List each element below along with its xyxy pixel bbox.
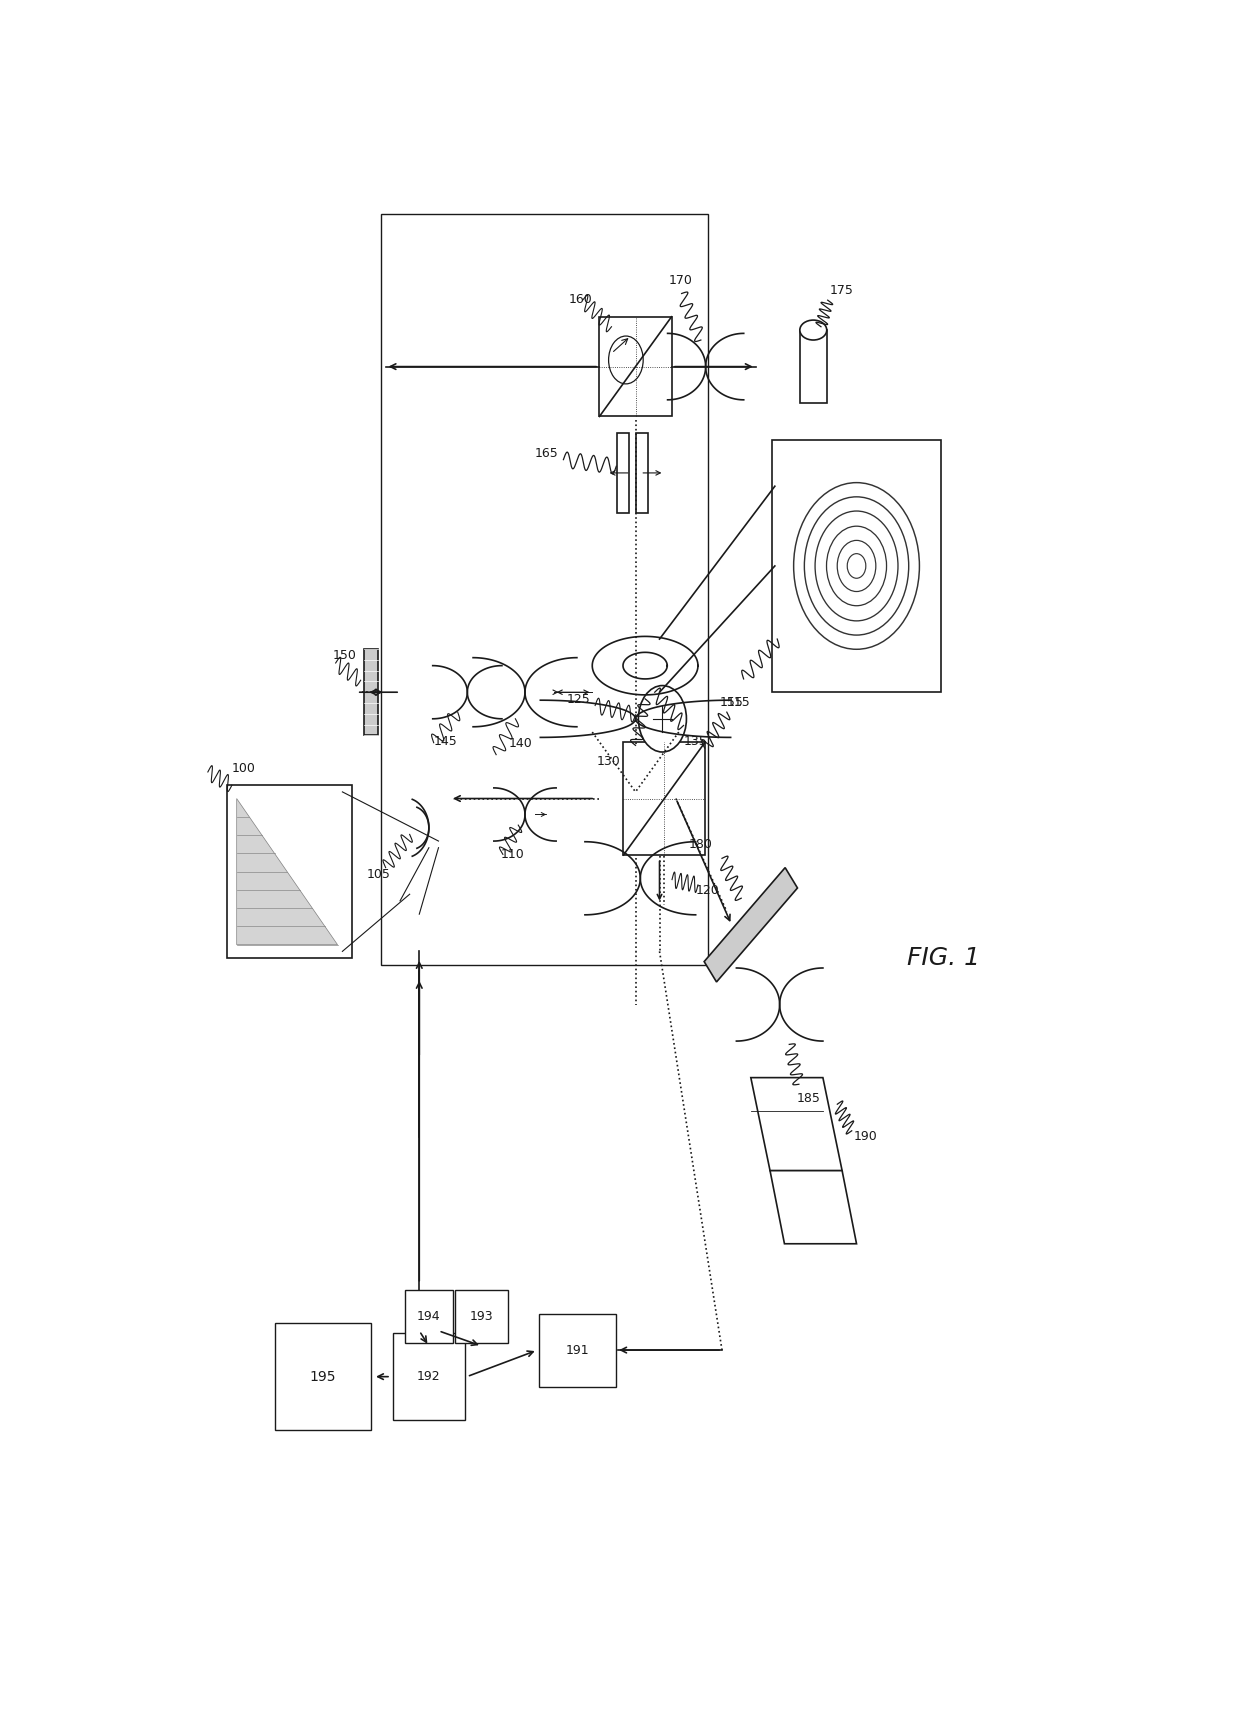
Bar [455, 1291, 508, 1343]
Text: 150: 150 [332, 649, 357, 663]
Text: 110: 110 [501, 849, 525, 861]
Text: 190: 190 [853, 1131, 878, 1143]
Text: 105: 105 [367, 868, 391, 882]
Text: FIG. 1: FIG. 1 [906, 946, 980, 970]
Bar [365, 649, 378, 735]
Polygon shape [237, 799, 337, 944]
Text: 140: 140 [508, 737, 532, 749]
Text: 185: 185 [797, 1091, 821, 1105]
Bar [539, 1313, 616, 1386]
Bar [800, 330, 827, 404]
Text: 145: 145 [434, 735, 458, 749]
Text: 175: 175 [830, 283, 853, 297]
Bar [624, 742, 706, 854]
Text: 193: 193 [470, 1310, 494, 1324]
Text: 194: 194 [417, 1310, 440, 1324]
Bar [636, 433, 649, 513]
Bar [404, 1291, 453, 1343]
Text: 130: 130 [596, 756, 621, 768]
Bar [393, 1334, 465, 1420]
Text: 165: 165 [534, 447, 558, 459]
Bar [618, 433, 629, 513]
Text: 125: 125 [567, 692, 590, 706]
Text: 115: 115 [727, 696, 750, 708]
Text: 195: 195 [310, 1370, 336, 1384]
Bar [275, 1324, 371, 1429]
Text: 155: 155 [719, 696, 744, 708]
Text: 160: 160 [568, 293, 591, 307]
Circle shape [639, 685, 687, 753]
Polygon shape [770, 1170, 857, 1244]
Polygon shape [704, 868, 797, 982]
Text: 120: 120 [696, 884, 719, 898]
Text: 191: 191 [565, 1343, 590, 1357]
Text: 192: 192 [417, 1370, 440, 1383]
Bar [599, 318, 672, 416]
Text: 100: 100 [232, 761, 255, 775]
Bar [227, 785, 352, 958]
Text: 135: 135 [683, 735, 707, 749]
Text: 170: 170 [668, 274, 692, 287]
Ellipse shape [800, 319, 827, 340]
Bar [773, 440, 941, 692]
Text: 180: 180 [688, 837, 712, 851]
Polygon shape [751, 1077, 842, 1170]
Bar [381, 214, 708, 965]
